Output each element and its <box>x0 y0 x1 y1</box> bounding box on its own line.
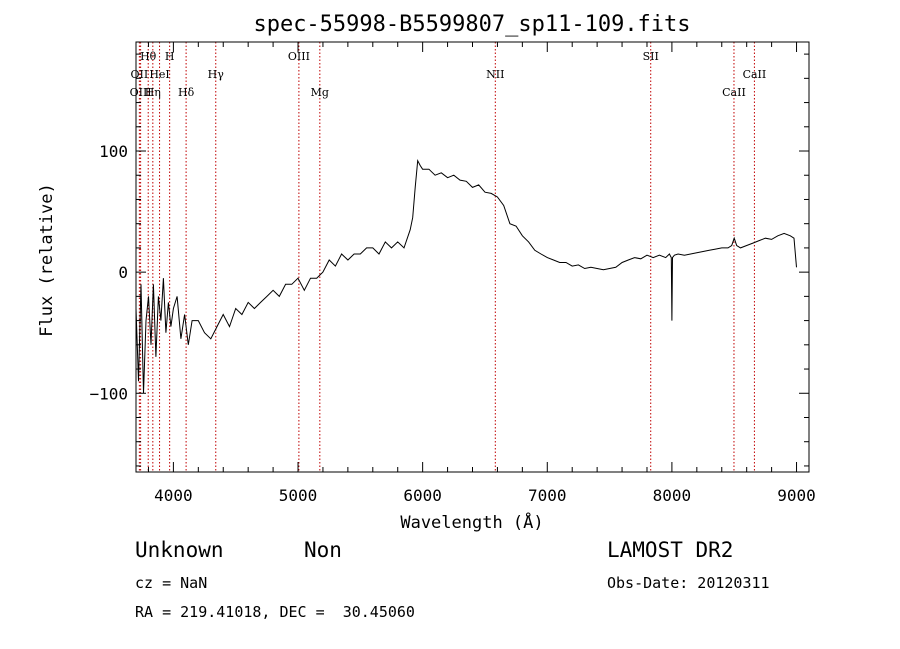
line-label-2: OIII <box>288 50 310 63</box>
object-subclass: Non <box>304 538 342 562</box>
line-label-10: Hη <box>145 86 161 99</box>
y-tick-label-0: −100 <box>89 384 128 403</box>
plot-frame <box>135 41 810 473</box>
redshift-cz: cz = NaN <box>135 574 208 592</box>
line-label-7: NII <box>486 68 504 81</box>
x-axis-ticks: 4000 5000 6000 7000 8000 9000 <box>147 42 816 505</box>
survey-name: LAMOST DR2 <box>607 538 734 562</box>
x-axis-label: Wavelength (Å) <box>400 511 543 533</box>
y-tick-label-1: 0 <box>118 263 128 282</box>
obs-date: Obs-Date: 20120311 <box>607 574 770 592</box>
line-label-1: H <box>165 50 175 63</box>
spectrum-line <box>135 158 797 394</box>
y-axis-label: Flux (relative) <box>37 183 57 337</box>
line-label-3: SII <box>643 50 659 63</box>
chart-title: spec-55998-B5599807_sp11-109.fits <box>253 12 690 37</box>
y-tick-label-2: 100 <box>99 142 128 161</box>
line-label-5: HeI <box>149 68 169 81</box>
line-label-13: CaII <box>722 86 746 99</box>
x-tick-label-0: 4000 <box>154 486 193 505</box>
y-axis-ticks: −100 0 100 <box>89 53 809 467</box>
x-tick-label-3: 7000 <box>528 486 567 505</box>
line-label-4: OII <box>131 68 149 81</box>
line-label-12: Mg <box>311 86 329 99</box>
line-label-6: Hγ <box>208 68 225 81</box>
x-tick-label-2: 6000 <box>403 486 442 505</box>
line-label-11: Hδ <box>178 86 195 99</box>
x-tick-label-4: 8000 <box>653 486 692 505</box>
x-tick-label-1: 5000 <box>279 486 318 505</box>
coordinates: RA = 219.41018, DEC = 30.45060 <box>135 603 415 621</box>
emission-line-markers <box>138 42 755 472</box>
line-label-0: Hθ <box>140 50 157 63</box>
x-tick-label-5: 9000 <box>777 486 816 505</box>
object-class: Unknown <box>135 538 224 562</box>
line-label-8: CaII <box>743 68 767 81</box>
line-label-9: OIII <box>130 86 152 99</box>
